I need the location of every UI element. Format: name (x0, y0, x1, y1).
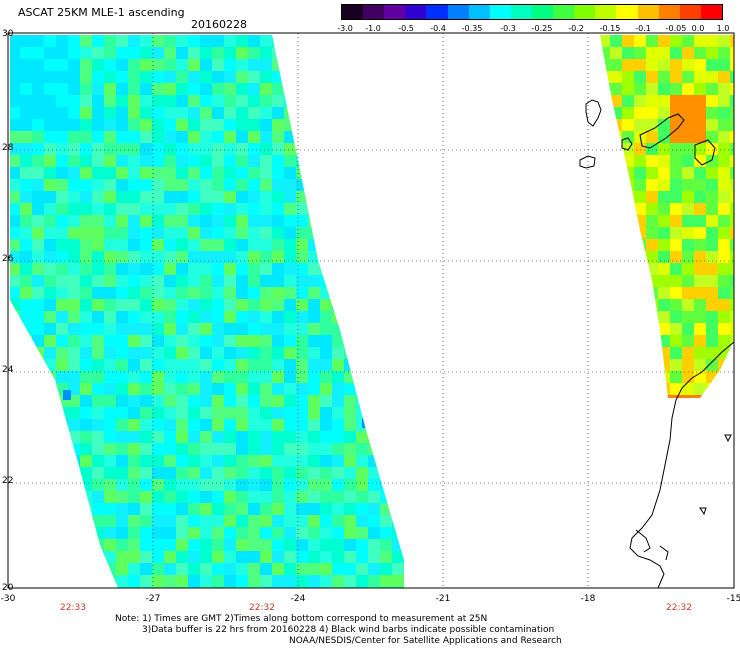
color-scale-swatch (531, 5, 554, 19)
left-swath-data (10, 35, 404, 588)
color-scale-label: -0.1 (635, 24, 651, 33)
longitude-label: -18 (581, 594, 596, 604)
color-scale-swatch (363, 5, 385, 19)
color-scale-label: -0.25 (531, 24, 553, 33)
color-scale-swatch (595, 5, 617, 19)
color-scale-label: -0.15 (599, 24, 621, 33)
color-scale-swatch (510, 5, 532, 19)
color-scale-swatch (405, 5, 427, 19)
color-scale-swatch (384, 5, 406, 19)
color-scale-label: 0.0 (691, 24, 705, 33)
latitude-label: 22 (2, 476, 13, 486)
color-scale-swatch (489, 5, 511, 19)
color-scale-swatch (637, 5, 659, 19)
color-scale-label: -0.3 (500, 24, 516, 33)
longitude-label: -24 (291, 594, 306, 604)
map-frame (7, 32, 735, 589)
product-title: ASCAT 25KM MLE-1 ascending (18, 6, 185, 19)
longitude-label: -27 (146, 594, 161, 604)
latitude-label: 20 (2, 583, 14, 593)
latitude-labels: 30 28 26 24 22 20 (2, 29, 14, 593)
pass-time-label: 22:32 (666, 603, 692, 613)
longitude-label: -30 (1, 594, 16, 604)
pass-time-label: 22:32 (249, 603, 275, 613)
color-scale-swatch (342, 5, 364, 19)
pass-time-label: 22:33 (60, 603, 86, 613)
note-line-3: NOAA/NESDIS/Center for Satellite Applica… (289, 636, 562, 646)
color-scale-label: -0.05 (665, 24, 687, 33)
coastlines (579, 99, 735, 589)
latitude-label: 28 (2, 143, 14, 153)
color-scale-label: -0.5 (398, 24, 414, 33)
color-scale-label: -0.35 (461, 24, 483, 33)
color-scale-swatch (658, 5, 680, 19)
pass-time-labels: 22:33 22:32 22:32 (60, 603, 692, 613)
color-scale-label: -0.4 (430, 24, 446, 33)
color-scale-label: 1.0 (716, 24, 730, 33)
notes: Note: 1) Times are GMT 2)Times along bot… (115, 614, 562, 647)
latitude-label: 30 (2, 29, 14, 39)
color-scale-swatch (616, 5, 638, 19)
latitude-label: 26 (2, 254, 14, 264)
color-scale-label: -1.0 (365, 24, 381, 33)
color-scale-swatch (553, 5, 575, 19)
longitude-label: -21 (436, 594, 451, 604)
note-line-1: Note: 1) Times are GMT 2)Times along bot… (115, 614, 488, 624)
note-line-2: 3)Data buffer is 22 hrs from 20160228 4)… (142, 625, 555, 635)
longitude-label: -15 (727, 594, 740, 604)
color-scale-swatch (447, 5, 469, 19)
color-scale-label: -0.2 (568, 24, 584, 33)
color-scale-swatch (426, 5, 448, 19)
longitude-labels: -30 -27 -24 -21 -18 -15 (1, 594, 740, 604)
latitude-label: 24 (2, 365, 14, 375)
right-swath-data (600, 35, 734, 398)
color-scale-swatch (468, 5, 490, 19)
color-scale-labels: -3.0 -1.0 -0.5 -0.4 -0.35 -0.3 -0.25 -0.2 -0.15 -… (330, 24, 730, 36)
color-scale-swatch (574, 5, 596, 19)
color-scale-swatch (700, 5, 722, 19)
graticule (8, 33, 734, 588)
color-scale-swatch (679, 5, 701, 19)
product-date: 20160228 (191, 18, 247, 31)
color-scale-label: -3.0 (337, 24, 353, 33)
color-scale-bar (341, 4, 723, 20)
